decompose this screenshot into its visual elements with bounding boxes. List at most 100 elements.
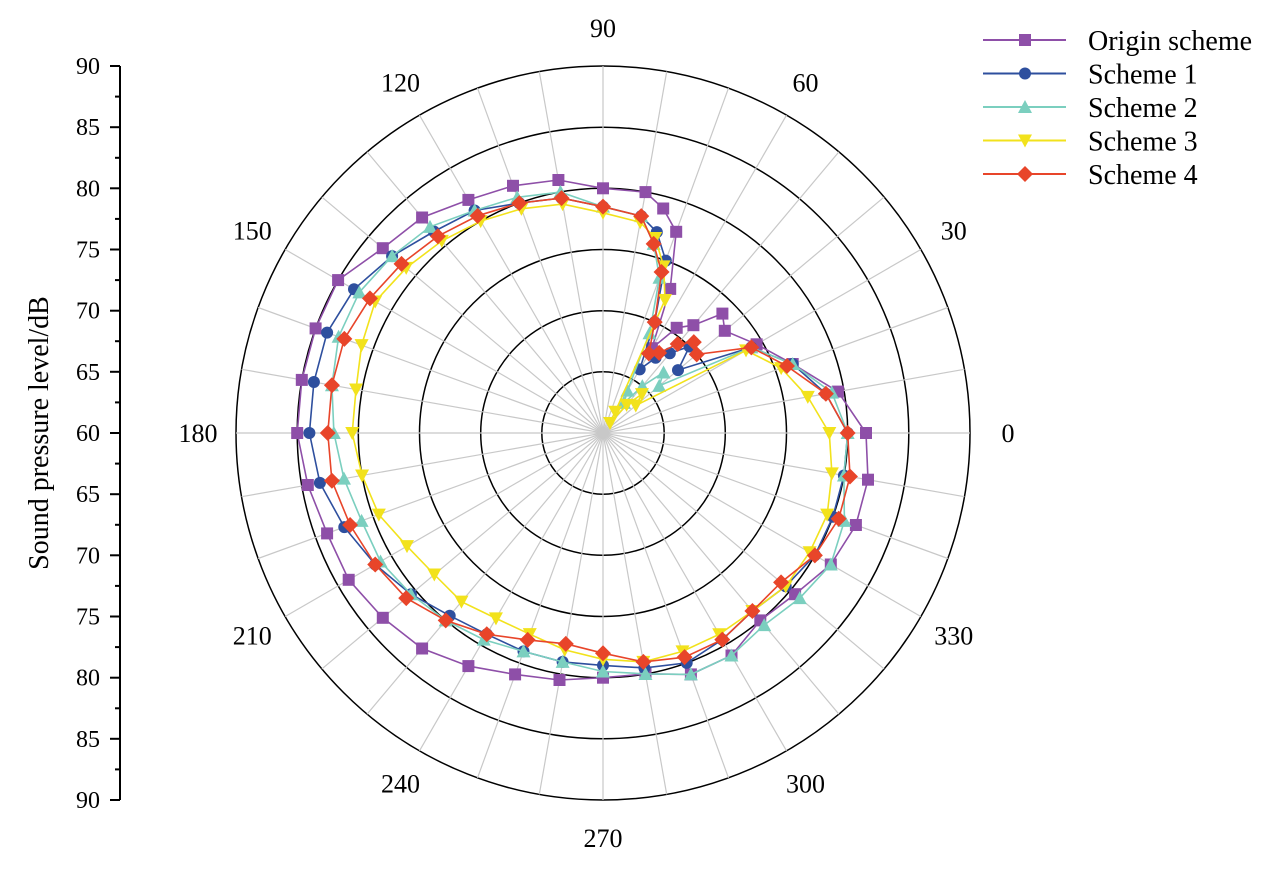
data-point	[664, 282, 677, 295]
y-tick-label: 65	[76, 360, 100, 386]
data-point	[478, 626, 495, 643]
spoke-310	[602, 432, 840, 715]
data-point	[342, 573, 355, 586]
data-point	[640, 345, 657, 362]
data-point	[639, 186, 652, 199]
data-point	[321, 326, 334, 339]
data-point	[429, 228, 446, 245]
y-tick-label: 90	[76, 54, 100, 80]
spoke-10	[602, 368, 965, 434]
data-point	[416, 211, 429, 224]
data-point	[321, 527, 334, 540]
y-axis-title: Sound pressure level/dB	[24, 296, 55, 570]
legend-marker	[1018, 100, 1032, 113]
data-point	[595, 198, 611, 215]
data-point	[469, 207, 486, 224]
data-point	[638, 666, 653, 680]
angle-label-120: 120	[381, 68, 420, 97]
angle-label-240: 240	[381, 770, 420, 799]
data-point	[553, 190, 570, 207]
spoke-280	[602, 432, 668, 795]
angle-label-330: 330	[934, 622, 973, 651]
data-point	[301, 479, 314, 491]
data-point	[841, 468, 858, 485]
data-point	[676, 649, 693, 666]
data-point	[361, 290, 378, 307]
data-point	[553, 674, 566, 686]
legend-label: Scheme 1	[1088, 60, 1198, 91]
spoke-320	[602, 432, 885, 670]
legend-label: Scheme 4	[1088, 160, 1198, 191]
data-point	[652, 378, 667, 392]
spoke-60	[602, 114, 788, 434]
data-point	[307, 376, 320, 388]
spoke-260	[538, 432, 604, 795]
spoke-240	[418, 432, 604, 752]
spoke-230	[366, 432, 604, 715]
data-point	[557, 635, 574, 652]
data-point	[672, 364, 684, 377]
spoke-40	[602, 196, 885, 434]
data-point	[608, 405, 623, 419]
angle-label-300: 300	[786, 770, 825, 799]
angle-label-0: 0	[1002, 419, 1015, 448]
y-tick-label: 75	[76, 605, 100, 631]
spoke-200	[257, 432, 604, 560]
data-point	[778, 358, 795, 375]
series-scheme-4	[319, 190, 858, 670]
data-point	[336, 471, 351, 485]
data-point	[488, 612, 503, 626]
y-tick-label: 65	[76, 482, 100, 508]
angle-label-90: 90	[590, 14, 616, 43]
data-point	[651, 344, 668, 361]
legend-label: Scheme 3	[1088, 127, 1198, 158]
data-point	[688, 346, 705, 363]
data-point	[823, 557, 838, 571]
data-point	[352, 285, 367, 299]
data-point	[646, 314, 663, 331]
data-point	[354, 339, 369, 353]
data-point	[349, 383, 364, 397]
data-point	[376, 611, 389, 624]
data-point	[423, 219, 438, 233]
angle-label-210: 210	[233, 622, 272, 651]
polar-grid-spokes	[236, 66, 970, 800]
data-point	[400, 540, 415, 554]
data-point	[862, 473, 874, 486]
data-point	[303, 427, 316, 439]
data-point	[658, 293, 673, 307]
spoke-350	[602, 432, 965, 498]
legend-label: Scheme 2	[1088, 93, 1198, 124]
data-point	[716, 307, 729, 320]
angle-labels: 0 30 60 90 120 150 180 210 240 270 300 330	[179, 14, 1015, 853]
spoke-220	[321, 432, 604, 670]
spoke-300	[602, 432, 788, 752]
angle-label-150: 150	[233, 217, 272, 246]
angle-label-270: 270	[584, 824, 623, 853]
legend-item-origin-scheme: Origin scheme	[983, 26, 1252, 57]
data-point	[309, 322, 322, 335]
y-tick-label: 75	[76, 238, 100, 264]
radial-axis: Sound pressure level/dB 90 85 80 75 70 65 60 65…	[24, 54, 121, 814]
data-point	[603, 416, 618, 430]
y-tick-label: 85	[76, 727, 100, 753]
data-point	[645, 235, 662, 252]
data-point	[744, 603, 761, 620]
data-point	[669, 335, 686, 352]
spoke-120	[418, 114, 604, 434]
data-point	[555, 654, 570, 668]
data-point	[633, 208, 650, 225]
data-point	[824, 467, 839, 481]
angle-label-180: 180	[179, 419, 218, 448]
legend-item-scheme-3: Scheme 3	[983, 127, 1198, 158]
y-tick-label: 80	[76, 666, 100, 692]
data-point	[714, 631, 731, 648]
data-point	[839, 425, 856, 441]
data-point	[596, 664, 610, 678]
y-tick-label: 70	[76, 543, 100, 569]
data-point	[642, 326, 657, 340]
data-point	[743, 339, 760, 356]
data-point	[830, 510, 847, 527]
